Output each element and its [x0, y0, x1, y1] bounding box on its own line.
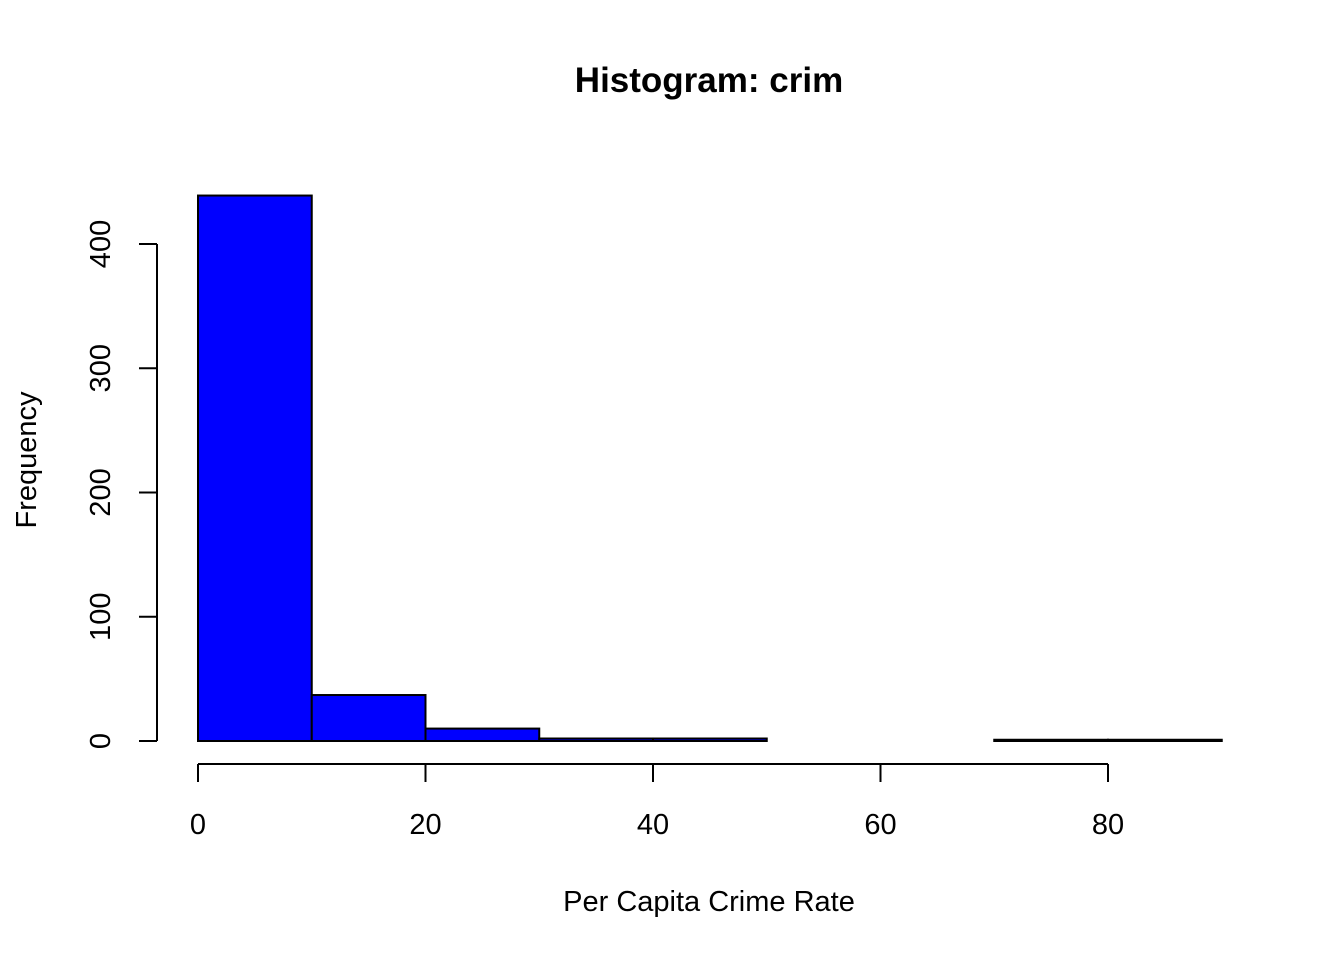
y-tick-label-0: 0	[85, 733, 117, 749]
histogram-bar-30-40	[538, 737, 654, 743]
y-axis-ticks: 0 100 200 300 400	[85, 220, 157, 749]
histogram-bar-0-10	[197, 194, 313, 743]
x-tick-label-40: 40	[637, 809, 669, 841]
bars-group	[197, 194, 1223, 743]
histogram-bar-80-90	[1107, 738, 1223, 743]
x-tick-label-60: 60	[864, 809, 896, 841]
x-axis-ticks: 0 20 40 60 80	[190, 764, 1124, 841]
y-axis-label: Frequency	[11, 391, 43, 529]
y-tick-label-100: 100	[85, 593, 117, 641]
histogram-bar-20-30	[424, 727, 541, 743]
y-tick-label-400: 400	[85, 220, 117, 268]
histogram-bar-10-20	[310, 694, 427, 743]
x-tick-label-20: 20	[409, 809, 441, 841]
chart-title: Histogram: crim	[575, 61, 843, 100]
x-tick-label-0: 0	[190, 809, 206, 841]
histogram-bar-70-80	[993, 738, 1109, 743]
x-tick-label-80: 80	[1092, 809, 1124, 841]
y-tick-label-300: 300	[85, 344, 117, 392]
y-tick-label-200: 200	[85, 468, 117, 516]
x-axis-label: Per Capita Crime Rate	[563, 886, 855, 918]
histogram-bar-40-50	[652, 737, 768, 743]
